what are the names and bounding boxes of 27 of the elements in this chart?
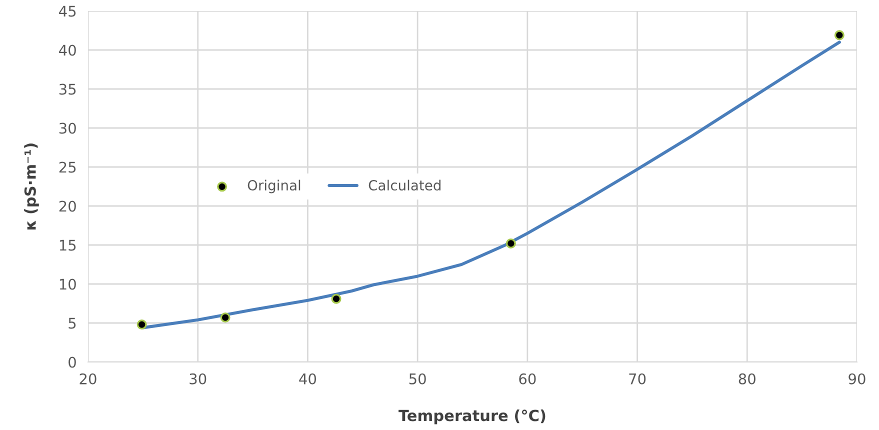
- y-tick-label: 0: [68, 356, 76, 368]
- x-tick-label: 40: [299, 373, 316, 384]
- x-tick-label: 70: [629, 373, 646, 384]
- y-tick-label: 35: [59, 84, 76, 95]
- x-axis-title: Temperature (°C): [398, 409, 546, 424]
- legend-label: Original: [248, 180, 300, 194]
- y-axis-title: κ (pS·m⁻¹): [24, 144, 39, 230]
- point: [136, 320, 147, 330]
- y-tick-label: 45: [59, 6, 76, 17]
- x-tick-label: 90: [848, 373, 866, 384]
- x-tick-label: 50: [409, 373, 426, 384]
- x-tick-label: 80: [738, 373, 756, 384]
- legend-label: Calculated: [368, 180, 440, 191]
- point: [834, 30, 844, 40]
- y-tick-label: 10: [60, 278, 76, 290]
- y-tick-label: 25: [59, 162, 76, 173]
- x-tick-label: 30: [190, 373, 206, 384]
- y-tick-label: 20: [59, 200, 76, 212]
- x-tick-label: 60: [519, 373, 536, 384]
- y-tick-label: 5: [68, 318, 76, 329]
- y-tick-label: 15: [60, 240, 76, 251]
- point: [506, 238, 516, 248]
- y-tick-label: 40: [59, 44, 76, 56]
- point: [331, 294, 342, 304]
- y-tick-label: 30: [59, 122, 76, 134]
- x-tick-label: 20: [80, 373, 96, 384]
- point: [220, 312, 230, 323]
